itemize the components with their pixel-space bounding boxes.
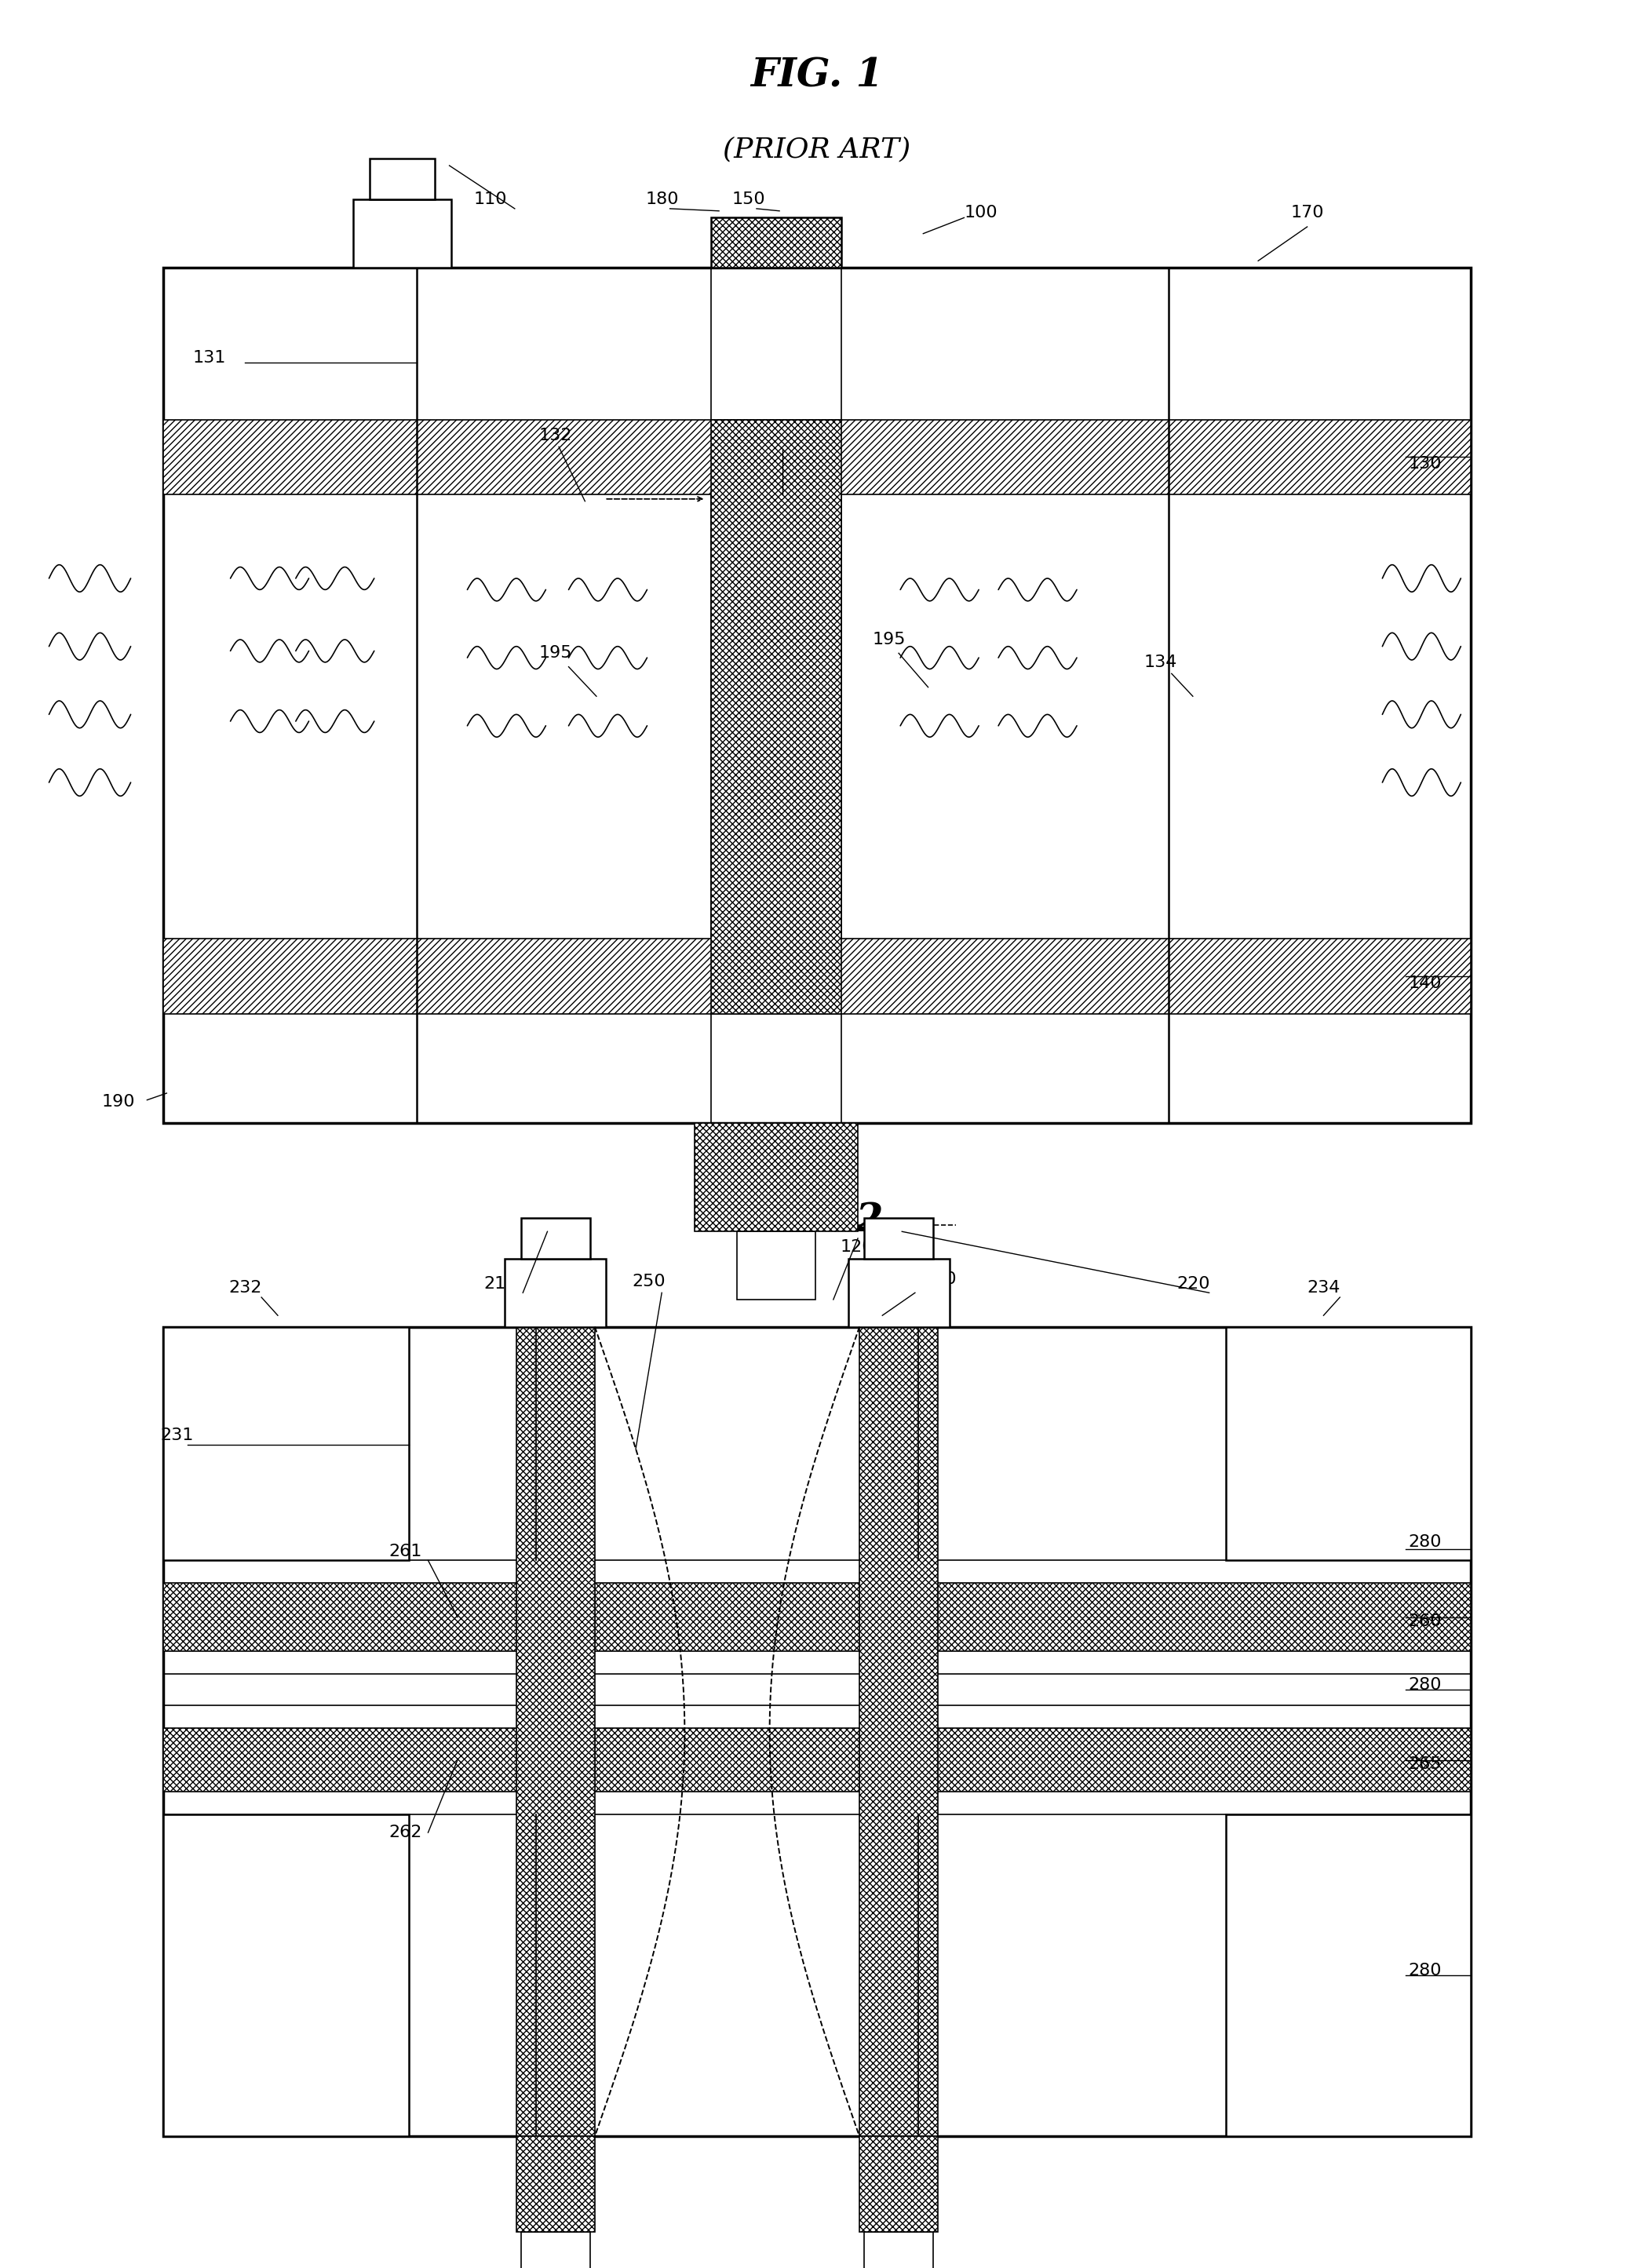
Text: 170: 170 (1291, 204, 1324, 220)
Text: 130: 130 (1409, 456, 1441, 472)
Text: 200: 200 (923, 1270, 956, 1286)
Text: 232: 232 (229, 1279, 261, 1295)
Text: 131: 131 (193, 349, 225, 365)
Text: 280: 280 (1409, 1676, 1441, 1692)
Text: 180: 180 (645, 191, 678, 206)
Bar (737, 1232, 815, 1300)
Bar (859, 1327, 938, 2136)
Bar (848, 1259, 949, 1327)
Text: 150: 150 (732, 191, 765, 206)
Bar (694, 1123, 858, 1232)
Text: 280: 280 (1409, 1962, 1441, 1978)
Text: 210: 210 (484, 1275, 516, 1290)
Bar (1226, 1814, 1471, 2136)
Text: 265: 265 (1409, 1755, 1441, 1771)
Bar (163, 1814, 408, 2136)
Bar (163, 1327, 408, 1560)
Text: 250: 250 (632, 1272, 665, 1288)
Bar (163, 939, 1471, 1014)
Text: FIG. 2: FIG. 2 (750, 1202, 884, 1241)
Bar (516, 1327, 595, 2136)
Text: 100: 100 (964, 204, 997, 220)
Bar (1226, 1327, 1471, 1560)
Text: FIG. 1: FIG. 1 (750, 57, 884, 95)
Bar (353, 200, 451, 268)
Bar (516, 2136, 595, 2232)
Bar (163, 268, 1471, 1123)
Text: 280: 280 (1409, 1533, 1441, 1549)
Text: 262: 262 (389, 1823, 422, 1839)
Text: 195: 195 (539, 644, 572, 660)
Text: 120: 120 (840, 1238, 873, 1254)
Bar (163, 420, 1471, 494)
Text: 110: 110 (474, 191, 507, 206)
Text: 140: 140 (1409, 975, 1441, 991)
Text: 261: 261 (389, 1542, 422, 1558)
Text: (PRIOR ART): (PRIOR ART) (724, 136, 910, 163)
Bar (859, 2136, 938, 2232)
Bar (163, 1583, 1471, 1651)
Bar (864, 1218, 933, 1259)
Bar (521, 2232, 590, 2268)
Text: 132: 132 (539, 426, 572, 442)
Text: 190: 190 (101, 1093, 134, 1109)
Bar (711, 218, 842, 268)
Text: 231: 231 (160, 1427, 193, 1442)
Text: 260: 260 (1409, 1613, 1441, 1628)
Bar (711, 420, 842, 1014)
Bar (521, 1218, 590, 1259)
Bar (163, 1327, 1471, 2136)
Bar (505, 1259, 606, 1327)
Text: 134: 134 (1144, 653, 1176, 669)
Text: 220: 220 (1176, 1275, 1209, 1290)
Text: 234: 234 (1307, 1279, 1340, 1295)
Text: 185: 185 (779, 426, 812, 442)
Bar (369, 159, 435, 200)
Bar (163, 1728, 1471, 1792)
Text: 195: 195 (873, 631, 905, 646)
Bar (864, 2232, 933, 2268)
